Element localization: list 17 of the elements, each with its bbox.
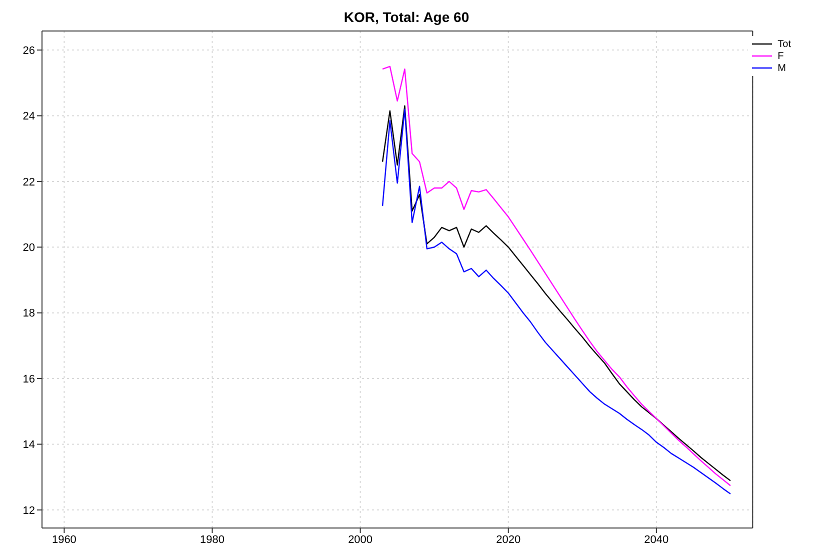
y-tick-label: 14 — [22, 439, 35, 452]
legend-label: M — [778, 62, 786, 74]
legend-label: Tot — [778, 38, 791, 50]
y-tick-label: 16 — [22, 373, 35, 386]
y-tick-label: 26 — [22, 44, 35, 57]
y-tick-label: 20 — [22, 242, 35, 254]
y-tick-label: 22 — [22, 176, 35, 188]
y-tick-label: 12 — [22, 504, 35, 517]
y-tick-label: 24 — [22, 110, 35, 123]
legend-label: F — [778, 50, 784, 62]
x-tick-label: 2000 — [348, 534, 373, 546]
y-tick-label: 18 — [22, 308, 35, 320]
x-tick-label: 2040 — [644, 534, 669, 546]
x-tick-label: 1980 — [200, 534, 225, 546]
x-tick-label: 1960 — [52, 534, 76, 546]
x-tick-label: 2020 — [496, 534, 521, 546]
chart-title: KOR, Total: Age 60 — [342, 8, 470, 27]
